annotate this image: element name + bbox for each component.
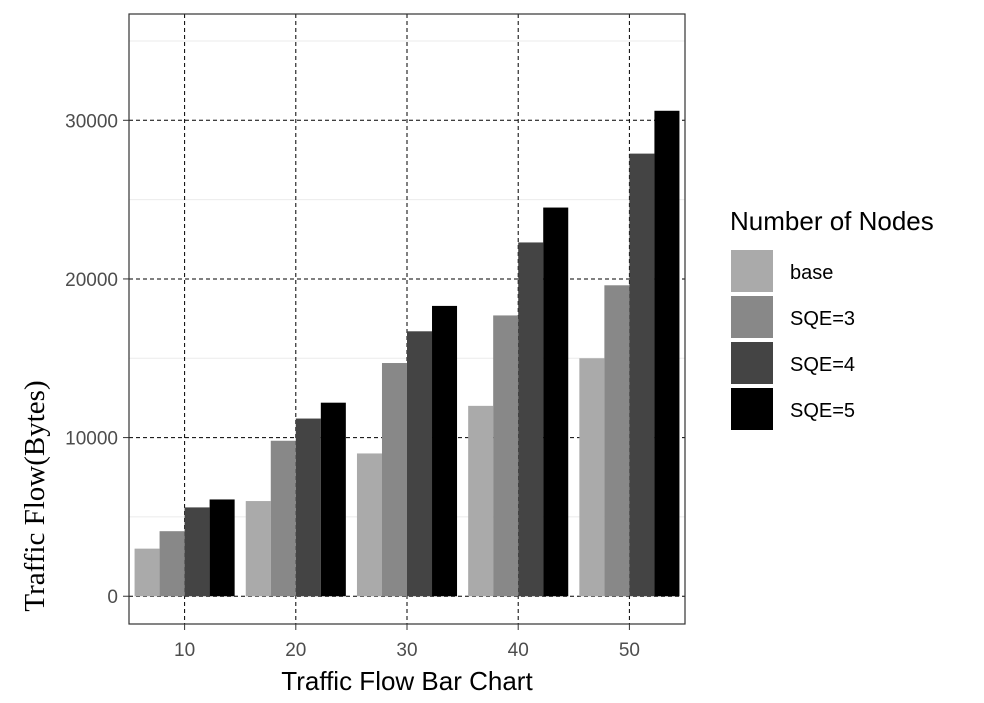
bar-sqe-5-20 bbox=[320, 402, 346, 597]
x-tick-label: 20 bbox=[285, 640, 306, 661]
bar-base-10 bbox=[134, 548, 160, 597]
x-axis: 10 20 30 40 50 bbox=[174, 624, 640, 661]
legend-key-sqe-5 bbox=[731, 388, 773, 430]
y-tick-label: 10000 bbox=[65, 429, 118, 450]
legend-key-sqe-4 bbox=[731, 342, 773, 384]
y-tick-label: 0 bbox=[107, 587, 118, 608]
bar-sqe-4-40 bbox=[518, 242, 544, 597]
x-tick-label: 50 bbox=[619, 640, 640, 661]
y-axis-title: Traffic Flow(Bytes) bbox=[19, 380, 51, 611]
bar-sqe-5-50 bbox=[654, 110, 680, 597]
y-tick-label: 30000 bbox=[65, 111, 118, 132]
x-tick-label: 40 bbox=[508, 640, 529, 661]
bar-sqe-3-40 bbox=[493, 315, 519, 597]
x-axis-title: Traffic Flow Bar Chart bbox=[281, 666, 533, 696]
legend-label: SQE=4 bbox=[790, 354, 855, 376]
bar-sqe-4-20 bbox=[295, 418, 321, 597]
bar-sqe-5-40 bbox=[543, 207, 569, 597]
y-tick-label: 20000 bbox=[65, 270, 118, 291]
bar-sqe-4-10 bbox=[184, 507, 210, 597]
legend-label: base bbox=[790, 262, 833, 284]
legend-key-base bbox=[731, 250, 773, 292]
bar-base-20 bbox=[245, 501, 271, 597]
bars bbox=[134, 110, 680, 597]
bar-base-40 bbox=[468, 405, 494, 597]
bar-sqe-3-10 bbox=[159, 531, 185, 597]
bar-sqe-4-30 bbox=[407, 331, 433, 597]
legend-title: Number of Nodes bbox=[730, 206, 934, 236]
legend-label: SQE=5 bbox=[790, 400, 855, 422]
y-axis: 0 10000 20000 30000 bbox=[65, 111, 129, 608]
legend-key-sqe-3 bbox=[731, 296, 773, 338]
bar-sqe-3-50 bbox=[604, 285, 630, 597]
x-tick-label: 30 bbox=[396, 640, 417, 661]
bar-base-30 bbox=[356, 453, 382, 597]
x-tick-label: 10 bbox=[174, 640, 195, 661]
legend-label: SQE=3 bbox=[790, 308, 855, 330]
bar-sqe-3-20 bbox=[270, 440, 296, 597]
legend: Number of Nodes base SQE=3 SQE=4 SQE=5 bbox=[730, 206, 934, 430]
bar-sqe-4-50 bbox=[629, 153, 655, 597]
bar-sqe-3-30 bbox=[381, 363, 407, 597]
bar-sqe-5-10 bbox=[209, 499, 235, 597]
bar-base-50 bbox=[579, 358, 605, 597]
bar-sqe-5-30 bbox=[432, 305, 458, 597]
